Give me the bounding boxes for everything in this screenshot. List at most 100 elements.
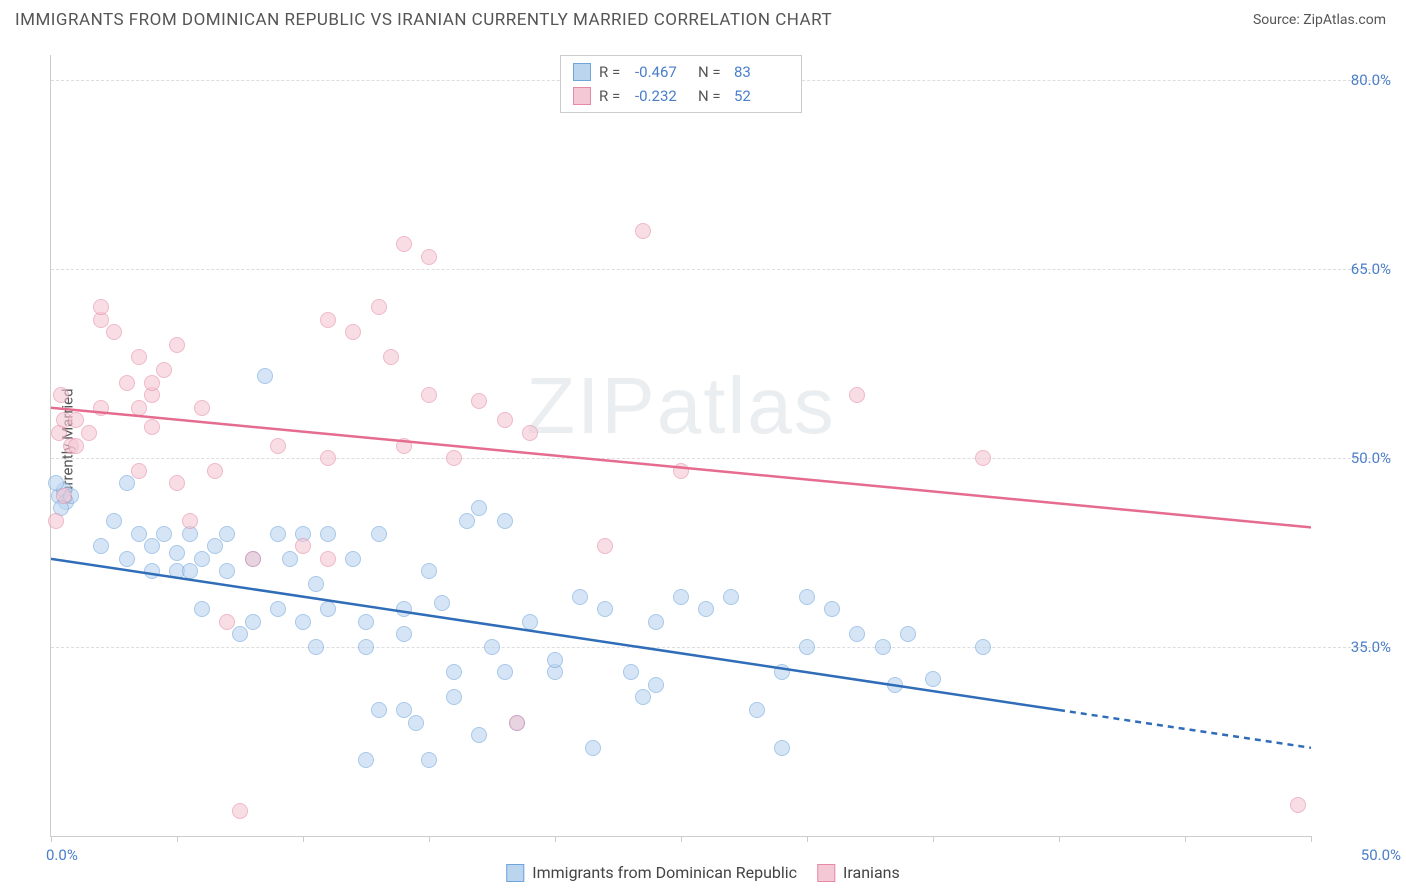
legend-row-series2: R = -0.232 N = 52 bbox=[573, 84, 789, 108]
data-point bbox=[81, 425, 97, 441]
data-point bbox=[497, 513, 513, 529]
series2-name: Iranians bbox=[843, 863, 900, 882]
data-point bbox=[396, 601, 412, 617]
data-point bbox=[383, 349, 399, 365]
x-tick bbox=[807, 836, 808, 842]
data-point bbox=[509, 715, 525, 731]
source-attribution: Source: ZipAtlas.com bbox=[1253, 12, 1386, 28]
data-point bbox=[245, 551, 261, 567]
data-point bbox=[194, 400, 210, 416]
data-point bbox=[245, 614, 261, 630]
data-point bbox=[597, 538, 613, 554]
data-point bbox=[207, 463, 223, 479]
data-point bbox=[396, 626, 412, 642]
r-label: R = bbox=[599, 60, 627, 84]
series1-name: Immigrants from Dominican Republic bbox=[532, 863, 797, 882]
data-point bbox=[471, 500, 487, 516]
data-point bbox=[144, 419, 160, 435]
data-point bbox=[547, 652, 563, 668]
data-point bbox=[106, 513, 122, 529]
data-point bbox=[144, 563, 160, 579]
data-point bbox=[68, 412, 84, 428]
x-tick bbox=[1059, 836, 1060, 842]
data-point bbox=[635, 689, 651, 705]
x-tick bbox=[177, 836, 178, 842]
data-point bbox=[119, 375, 135, 391]
data-point bbox=[471, 393, 487, 409]
data-point bbox=[673, 463, 689, 479]
legend-row-series1: R = -0.467 N = 83 bbox=[573, 60, 789, 84]
data-point bbox=[257, 368, 273, 384]
data-point bbox=[295, 538, 311, 554]
data-point bbox=[421, 249, 437, 265]
x-tick bbox=[933, 836, 934, 842]
gridline bbox=[51, 458, 1391, 459]
data-point bbox=[144, 375, 160, 391]
data-point bbox=[320, 312, 336, 328]
n-value-series1: 83 bbox=[734, 60, 789, 84]
data-point bbox=[156, 362, 172, 378]
data-point bbox=[446, 664, 462, 680]
data-point bbox=[308, 639, 324, 655]
data-point bbox=[53, 387, 69, 403]
data-point bbox=[484, 639, 500, 655]
data-point bbox=[131, 526, 147, 542]
n-value-series2: 52 bbox=[734, 84, 789, 108]
chart-header: IMMIGRANTS FROM DOMINICAN REPUBLIC VS IR… bbox=[0, 0, 1406, 35]
data-point bbox=[572, 589, 588, 605]
data-point bbox=[270, 601, 286, 617]
legend-item-series2: Iranians bbox=[817, 863, 900, 882]
data-point bbox=[421, 387, 437, 403]
data-point bbox=[320, 551, 336, 567]
data-point bbox=[522, 425, 538, 441]
data-point bbox=[106, 324, 122, 340]
data-point bbox=[925, 671, 941, 687]
x-tick bbox=[555, 836, 556, 842]
n-label: N = bbox=[698, 60, 726, 84]
data-point bbox=[119, 551, 135, 567]
data-point bbox=[194, 601, 210, 617]
y-tick-label: 80.0% bbox=[1321, 71, 1391, 89]
data-point bbox=[282, 551, 298, 567]
x-tick bbox=[429, 836, 430, 842]
data-point bbox=[723, 589, 739, 605]
data-point bbox=[774, 740, 790, 756]
data-point bbox=[421, 563, 437, 579]
data-point bbox=[93, 400, 109, 416]
data-point bbox=[295, 614, 311, 630]
data-point bbox=[219, 526, 235, 542]
data-point bbox=[194, 551, 210, 567]
data-point bbox=[232, 803, 248, 819]
data-point bbox=[396, 702, 412, 718]
data-point bbox=[371, 299, 387, 315]
data-point bbox=[1290, 797, 1306, 813]
data-point bbox=[623, 664, 639, 680]
data-point bbox=[824, 601, 840, 617]
data-point bbox=[169, 337, 185, 353]
data-point bbox=[119, 475, 135, 491]
data-point bbox=[585, 740, 601, 756]
r-value-series1: -0.467 bbox=[635, 60, 690, 84]
gridline bbox=[51, 647, 1391, 648]
data-point bbox=[48, 513, 64, 529]
data-point bbox=[371, 526, 387, 542]
legend-item-series1: Immigrants from Dominican Republic bbox=[506, 863, 797, 882]
data-point bbox=[144, 538, 160, 554]
data-point bbox=[648, 614, 664, 630]
data-point bbox=[371, 702, 387, 718]
data-point bbox=[232, 626, 248, 642]
data-point bbox=[446, 689, 462, 705]
data-point bbox=[396, 236, 412, 252]
data-point bbox=[497, 664, 513, 680]
r-label: R = bbox=[599, 84, 627, 108]
data-point bbox=[459, 513, 475, 529]
data-point bbox=[68, 438, 84, 454]
data-point bbox=[471, 727, 487, 743]
data-point bbox=[93, 299, 109, 315]
x-axis-min-label: 0.0% bbox=[46, 846, 78, 864]
x-axis-max-label: 50.0% bbox=[1361, 846, 1401, 864]
r-value-series2: -0.232 bbox=[635, 84, 690, 108]
data-point bbox=[131, 400, 147, 416]
x-tick bbox=[51, 836, 52, 842]
data-point bbox=[131, 349, 147, 365]
